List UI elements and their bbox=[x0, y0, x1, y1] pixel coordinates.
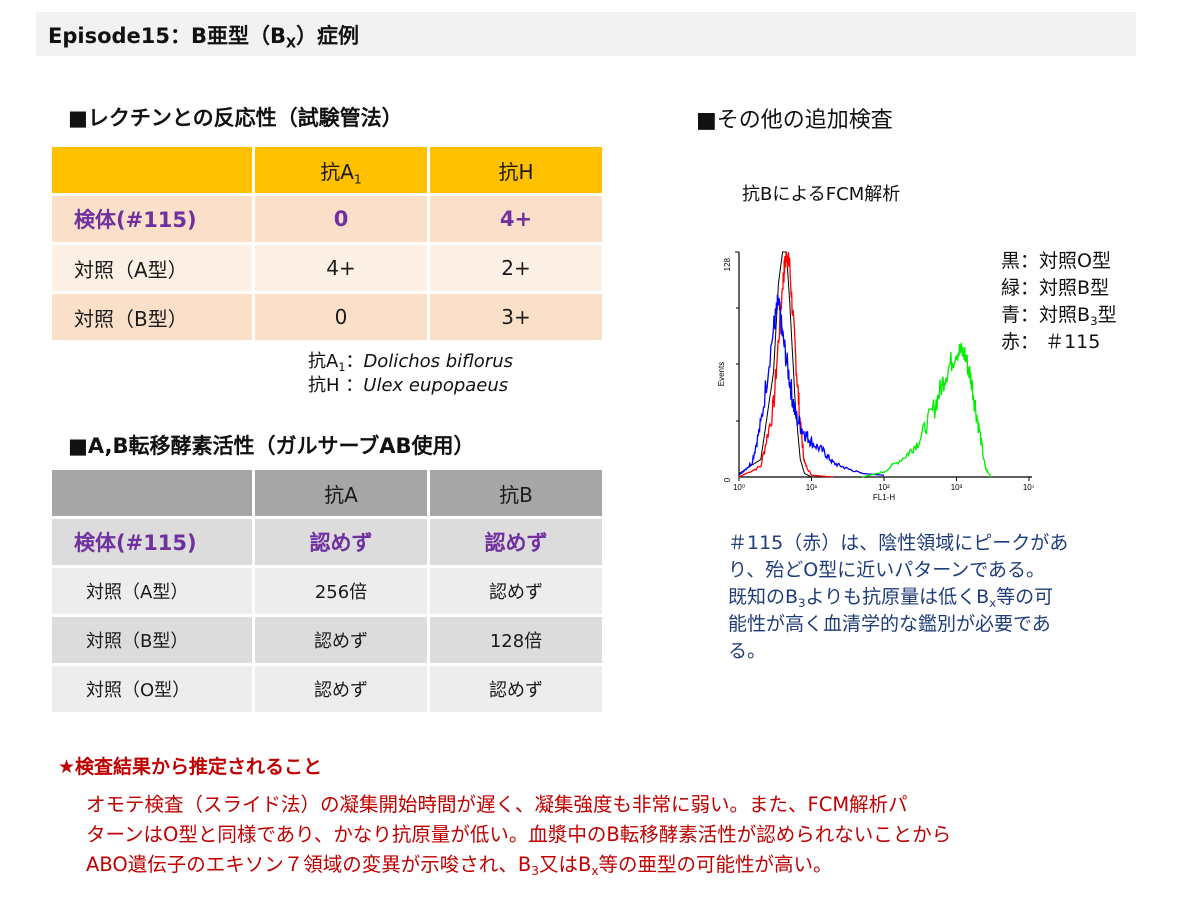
fcm-histogram: 128 0 Events 10⁰ 10¹ 10² 10³ 10⁴ FL1-H bbox=[714, 244, 1036, 508]
legend-item-black: 黒：対照O型 bbox=[1001, 250, 1111, 272]
cell-value: 0 bbox=[255, 294, 427, 340]
cell-value: 4+ bbox=[430, 196, 602, 242]
svg-text:10⁰: 10⁰ bbox=[733, 483, 745, 492]
cell-value: 認めず bbox=[255, 666, 427, 712]
cell-value: 認めず bbox=[430, 568, 602, 614]
additional-heading: ■その他の追加検査 bbox=[696, 108, 893, 133]
table-row: 対照（O型） 認めず 認めず bbox=[52, 666, 602, 712]
table-header-row: 抗A1 抗H bbox=[52, 147, 602, 193]
note-line: 既知のB3よりも抗原量は低くBx等の可 bbox=[728, 586, 1054, 611]
lectin-notes: 抗A1：Dolichos biflorus 抗H ：Ulex eupopaeus bbox=[308, 350, 513, 398]
svg-text:10³: 10³ bbox=[951, 483, 963, 492]
header-empty-cell bbox=[52, 147, 252, 193]
conclusion-line: ABO遺伝子のエキソン７領域の変異が示唆され、B3又はBx等の亜型の可能性が高い… bbox=[86, 853, 833, 879]
cell-value: 認めず bbox=[255, 519, 427, 565]
table-row: 検体(#115) 0 4+ bbox=[52, 196, 602, 242]
cell-value: 4+ bbox=[255, 245, 427, 291]
row-label: 検体(#115) bbox=[52, 196, 252, 242]
note-line: り、殆どO型に近いパターンである。 bbox=[728, 559, 1046, 581]
svg-text:Events: Events bbox=[717, 362, 726, 386]
chart-legend: 黒：対照O型 緑：対照B型 青：対照B3型 赤： ＃115 bbox=[1001, 248, 1117, 356]
transferase-heading: ■A,B転移酵素活性（ガルサーブAB使用） bbox=[68, 434, 475, 458]
conclusion-body: オモテ検査（スライド法）の凝集開始時間が遅く、凝集強度も非常に弱い。また、FCM… bbox=[86, 790, 1166, 880]
note-line: 能性が高く血清学的な鑑別が必要であ bbox=[728, 613, 1051, 635]
svg-text:128: 128 bbox=[723, 257, 732, 271]
title-bar: Episode15：B亜型（BX）症例 bbox=[36, 12, 1136, 56]
table-row: 対照（B型） 認めず 128倍 bbox=[52, 617, 602, 663]
svg-text:0: 0 bbox=[723, 477, 732, 482]
svg-text:FL1-H: FL1-H bbox=[873, 493, 895, 502]
cell-value: 128倍 bbox=[430, 617, 602, 663]
conclusion-heading: ★検査結果から推定されること bbox=[58, 756, 323, 778]
lectin-heading: ■レクチンとの反応性（試験管法） bbox=[68, 106, 403, 130]
row-label: 検体(#115) bbox=[52, 519, 252, 565]
svg-text:10¹: 10¹ bbox=[806, 483, 818, 492]
cell-value: 2+ bbox=[430, 245, 602, 291]
header-empty-cell bbox=[52, 470, 252, 516]
table-row: 対照（A型） 256倍 認めず bbox=[52, 568, 602, 614]
conclusion-line: オモテ検査（スライド法）の凝集開始時間が遅く、凝集強度も非常に弱い。また、FCM… bbox=[86, 793, 908, 816]
cell-value: 認めず bbox=[430, 666, 602, 712]
lectin-table: 抗A1 抗H 検体(#115) 0 4+ 対照（A型） 4+ 2+ 対照（B型）… bbox=[49, 144, 605, 343]
row-label: 対照（A型） bbox=[52, 568, 252, 614]
fcm-title: 抗BによるFCM解析 bbox=[742, 184, 901, 205]
slide-title: Episode15：B亜型（BX）症例 bbox=[48, 24, 360, 52]
table-row: 対照（B型） 0 3+ bbox=[52, 294, 602, 340]
legend-item-blue: 青：対照B3型 bbox=[1001, 304, 1117, 329]
note-line: る。 bbox=[728, 640, 767, 662]
lectin-note-line: 抗H ：Ulex eupopaeus bbox=[308, 375, 509, 396]
header-cell: 抗B bbox=[430, 470, 602, 516]
header-cell: 抗A bbox=[255, 470, 427, 516]
lectin-note-line: 抗A1：Dolichos biflorus bbox=[308, 351, 513, 374]
note-line: ＃115（赤）は、陰性領域にピークがあ bbox=[728, 532, 1069, 554]
legend-item-red: 赤： ＃115 bbox=[1001, 331, 1101, 353]
cell-value: 認めず bbox=[430, 519, 602, 565]
svg-text:10⁴: 10⁴ bbox=[1023, 483, 1034, 492]
cell-value: 0 bbox=[255, 196, 427, 242]
histogram-plot: 128 0 Events 10⁰ 10¹ 10² 10³ 10⁴ FL1-H bbox=[717, 251, 1036, 502]
cell-value: 認めず bbox=[255, 617, 427, 663]
transferase-table: 抗A 抗B 検体(#115) 認めず 認めず 対照（A型） 256倍 認めず 対… bbox=[49, 467, 605, 715]
cell-value: 256倍 bbox=[255, 568, 427, 614]
header-cell: 抗A1 bbox=[255, 147, 427, 193]
legend-item-green: 緑：対照B型 bbox=[1001, 277, 1110, 299]
conclusion-line: ターンはO型と同様であり、かなり抗原量が低い。血漿中のB転移酵素活性が認められな… bbox=[86, 823, 952, 846]
header-cell: 抗H bbox=[430, 147, 602, 193]
table-row: 対照（A型） 4+ 2+ bbox=[52, 245, 602, 291]
svg-text:10²: 10² bbox=[878, 483, 890, 492]
row-label: 対照（B型） bbox=[52, 294, 252, 340]
row-label: 対照（B型） bbox=[52, 617, 252, 663]
row-label: 対照（A型） bbox=[52, 245, 252, 291]
table-header-row: 抗A 抗B bbox=[52, 470, 602, 516]
row-label: 対照（O型） bbox=[52, 666, 252, 712]
table-row: 検体(#115) 認めず 認めず bbox=[52, 519, 602, 565]
fcm-interpretation: ＃115（赤）は、陰性領域にピークがあ り、殆どO型に近いパターンである。 既知… bbox=[728, 530, 1158, 665]
cell-value: 3+ bbox=[430, 294, 602, 340]
